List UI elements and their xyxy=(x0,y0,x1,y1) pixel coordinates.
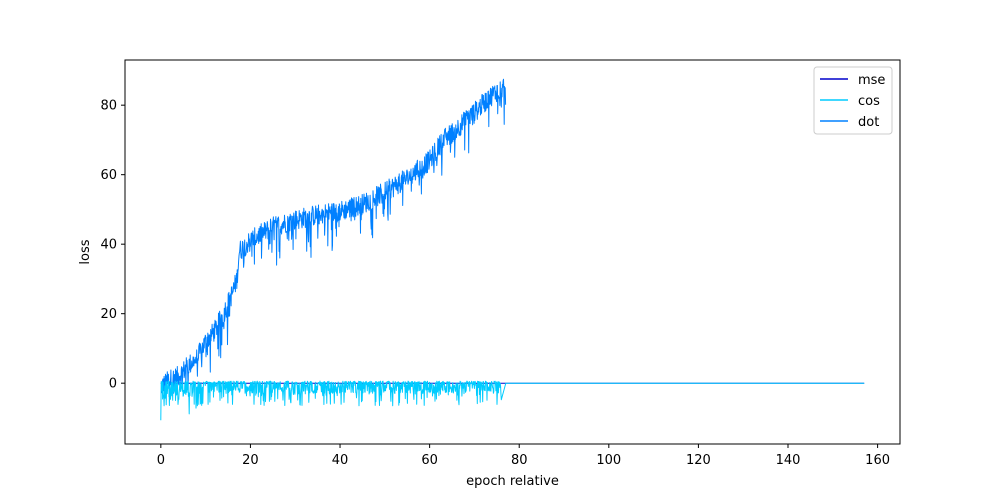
y-tick-label-1: 20 xyxy=(100,307,117,322)
y-tick-label-2: 40 xyxy=(100,238,117,253)
legend: mse cos dot xyxy=(813,66,893,135)
series-layer xyxy=(160,78,865,421)
x-tick-label-6: 120 xyxy=(686,453,711,468)
ticks-layer: 0 20 40 60 80 100 120 140 160 0 20 40 60 80 xyxy=(100,99,890,468)
y-tick-label-4: 80 xyxy=(100,99,117,114)
x-tick-label-5: 100 xyxy=(596,453,621,468)
x-tick-label-4: 80 xyxy=(511,453,528,468)
x-tick-label-0: 0 xyxy=(157,453,165,468)
y-axis-label: loss xyxy=(78,239,93,264)
x-tick-label-3: 60 xyxy=(421,453,438,468)
series-line-dot xyxy=(160,78,507,398)
x-axis-label: epoch relative xyxy=(466,474,559,489)
y-tick-label-3: 60 xyxy=(100,168,117,183)
series-line-cos xyxy=(160,380,865,421)
legend-label-cos: cos xyxy=(858,94,880,109)
legend-label-mse: mse xyxy=(858,73,885,88)
x-tick-label-1: 20 xyxy=(242,453,259,468)
legend-label-dot: dot xyxy=(858,115,879,130)
x-tick-label-2: 40 xyxy=(332,453,349,468)
y-tick-label-0: 0 xyxy=(109,377,117,392)
legend-box xyxy=(813,66,893,135)
x-tick-label-7: 140 xyxy=(776,453,801,468)
x-tick-label-8: 160 xyxy=(865,453,890,468)
plot-frame xyxy=(124,59,901,445)
